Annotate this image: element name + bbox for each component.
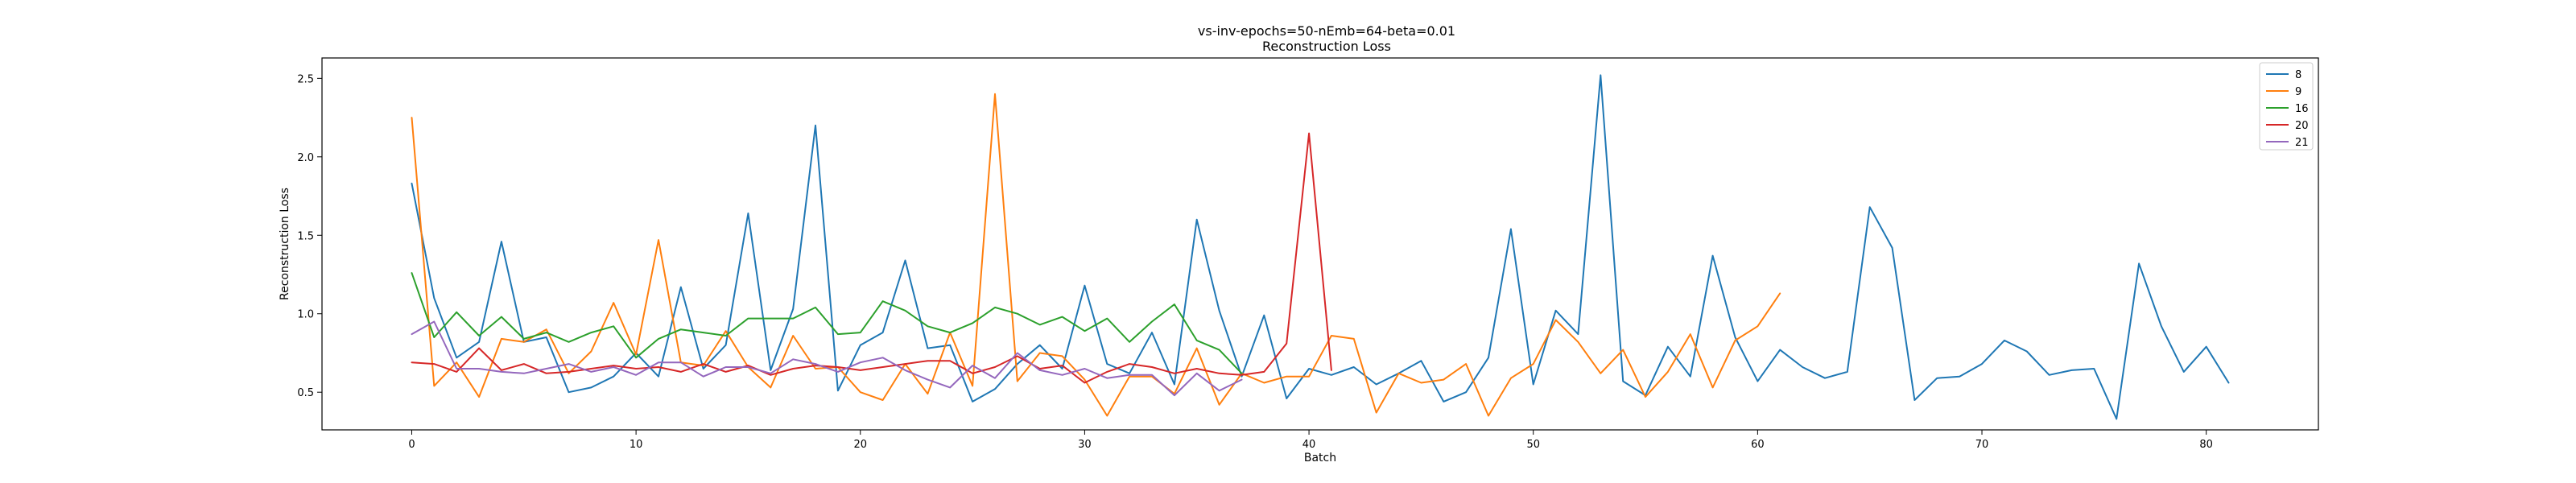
axis-ticks: 0 10 20 30 40 50 60 70 80 0.5 1.0 1.5 2.0 2.5	[297, 73, 2213, 451]
x-tick-label: 30	[1078, 439, 1092, 451]
series-line-9	[411, 93, 1781, 417]
x-tick-label: 20	[853, 439, 867, 451]
y-tick-label: 1.0	[297, 309, 314, 321]
legend-label: 9	[2295, 86, 2301, 98]
y-tick-label: 2.5	[297, 73, 314, 85]
x-tick-label: 10	[630, 439, 643, 451]
x-tick-label: 0	[408, 439, 415, 451]
legend-box	[2259, 62, 2314, 151]
series-line-16	[411, 272, 1243, 374]
y-tick-label: 2.0	[297, 152, 314, 164]
legend-label: 21	[2295, 137, 2309, 149]
legend-label: 20	[2295, 120, 2309, 132]
series-line-21	[411, 320, 1243, 397]
x-tick-label: 80	[2199, 439, 2213, 451]
plot-frame	[321, 57, 2319, 431]
legend-label: 16	[2295, 103, 2309, 115]
x-tick-label: 50	[1526, 439, 1540, 451]
x-tick-label: 70	[1975, 439, 1989, 451]
series-line-20	[411, 132, 1332, 384]
x-axis-label: Batch	[1304, 452, 1336, 464]
x-tick-label: 60	[1751, 439, 1765, 451]
legend-label: 8	[2295, 69, 2301, 81]
y-axis-label: Reconstruction Loss	[279, 188, 291, 300]
y-tick-label: 1.5	[297, 230, 314, 242]
chart-title: vs-inv-epochs=50-nEmb=64-beta=0.01	[1198, 23, 1455, 39]
x-tick-label: 40	[1302, 439, 1316, 451]
series-line-8	[411, 74, 2230, 420]
legend: 8 9 16 20 21	[2259, 62, 2314, 151]
series-lines	[411, 74, 2230, 420]
y-tick-label: 0.5	[297, 387, 314, 399]
chart-subtitle: Reconstruction Loss	[1262, 39, 1391, 54]
